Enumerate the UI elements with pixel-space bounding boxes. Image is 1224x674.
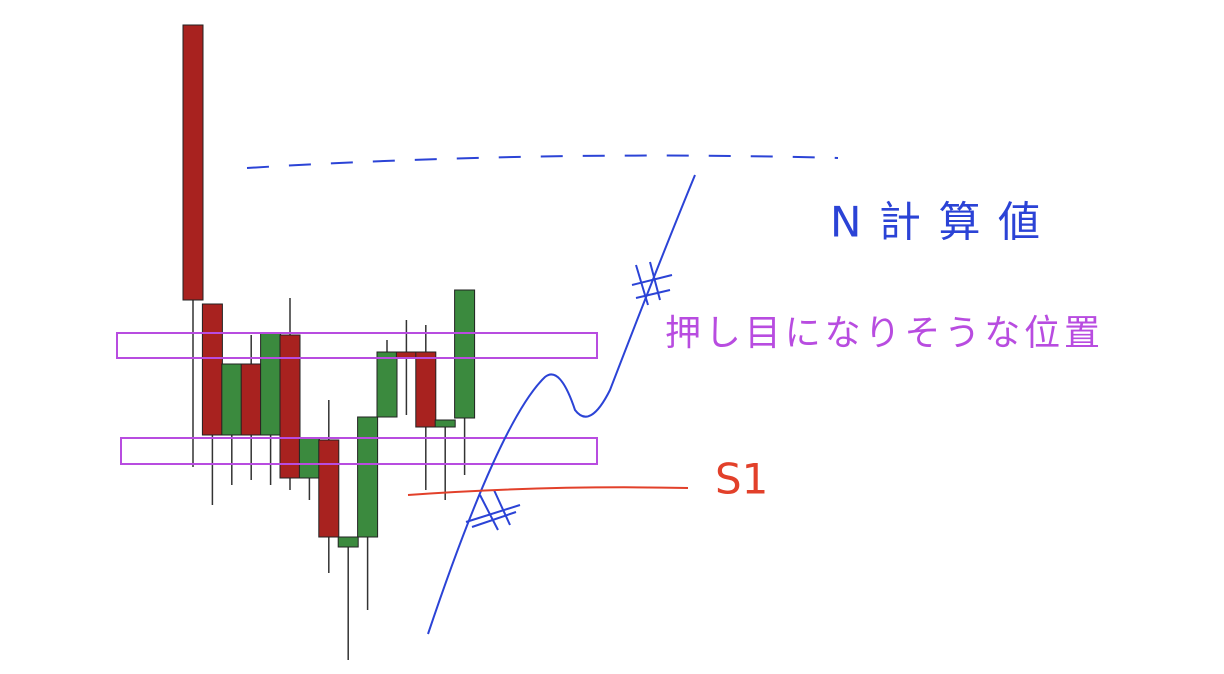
s1-line [407, 486, 689, 496]
candle-body [454, 289, 476, 419]
zone-lower [120, 437, 598, 465]
candle-body [240, 363, 262, 436]
candles [182, 24, 476, 660]
equal-marks [465, 261, 673, 531]
candle-body [434, 419, 456, 428]
candle-body [260, 332, 282, 436]
pullback-label: 押し目になりそうな位置 [665, 313, 1100, 354]
candle-body [415, 351, 437, 428]
candle-body [337, 536, 359, 548]
zone-upper [116, 332, 598, 359]
candle-body [357, 416, 379, 538]
candle-body [221, 363, 243, 436]
candle-body [298, 437, 320, 479]
candle-body [318, 439, 340, 538]
target-line [246, 154, 839, 169]
candle-body [201, 303, 223, 436]
candle-body [376, 351, 398, 418]
candle-body [182, 24, 204, 301]
s1-label: S1 [715, 455, 768, 504]
candle-body [279, 334, 301, 479]
